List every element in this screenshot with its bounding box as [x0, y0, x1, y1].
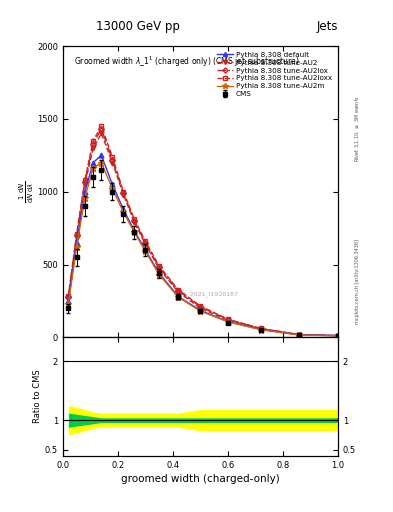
Line: Pythia 8.308 tune-AU2: Pythia 8.308 tune-AU2 — [66, 131, 340, 338]
Pythia 8.308 tune-AU2lox — [110, 157, 115, 163]
Pythia 8.308 tune-AU2loxx — [99, 123, 104, 129]
Y-axis label: $\frac{1}{\mathrm{d}N}\frac{\mathrm{d}N}{\mathrm{d}\lambda}$: $\frac{1}{\mathrm{d}N}\frac{\mathrm{d}N}… — [17, 181, 36, 203]
Pythia 8.308 tune-AU2m — [83, 195, 87, 201]
Pythia 8.308 default — [110, 181, 115, 187]
Pythia 8.308 tune-AU2 — [157, 266, 162, 272]
Pythia 8.308 tune-AU2m — [91, 165, 95, 172]
Pythia 8.308 tune-AU2loxx — [110, 154, 115, 160]
Pythia 8.308 default — [74, 240, 79, 246]
Pythia 8.308 tune-AU2m — [143, 248, 148, 254]
Pythia 8.308 tune-AU2lox — [91, 141, 95, 147]
Pythia 8.308 tune-AU2 — [259, 326, 263, 332]
Pythia 8.308 tune-AU2 — [91, 145, 95, 151]
Pythia 8.308 tune-AU2loxx — [226, 316, 230, 323]
Pythia 8.308 default — [99, 152, 104, 158]
Pythia 8.308 tune-AU2lox — [157, 264, 162, 270]
Line: Pythia 8.308 tune-AU2m: Pythia 8.308 tune-AU2m — [65, 159, 341, 339]
Pythia 8.308 tune-AU2lox — [74, 232, 79, 239]
Pythia 8.308 default — [66, 298, 71, 304]
Y-axis label: Ratio to CMS: Ratio to CMS — [33, 370, 42, 423]
Pythia 8.308 tune-AU2m — [99, 160, 104, 166]
Pythia 8.308 tune-AU2loxx — [157, 263, 162, 269]
Pythia 8.308 tune-AU2m — [336, 333, 340, 339]
Text: Rivet 3.1.10, $\geq$ 3M events: Rivet 3.1.10, $\geq$ 3M events — [354, 94, 362, 162]
Pythia 8.308 tune-AU2m — [226, 319, 230, 325]
Pythia 8.308 tune-AU2lox — [83, 179, 87, 185]
Text: Groomed width $\lambda\_1^1$ (charged only) (CMS jet substructure): Groomed width $\lambda\_1^1$ (charged on… — [74, 55, 300, 69]
Pythia 8.308 tune-AU2m — [198, 308, 203, 314]
Pythia 8.308 tune-AU2 — [198, 305, 203, 311]
Pythia 8.308 default — [91, 160, 95, 166]
Pythia 8.308 tune-AU2lox — [66, 293, 71, 300]
Pythia 8.308 default — [121, 206, 126, 212]
Pythia 8.308 tune-AU2lox — [132, 218, 137, 224]
Pythia 8.308 tune-AU2lox — [226, 316, 230, 323]
Pythia 8.308 tune-AU2loxx — [132, 216, 137, 222]
Pythia 8.308 tune-AU2 — [99, 131, 104, 137]
Pythia 8.308 default — [157, 270, 162, 276]
Pythia 8.308 tune-AU2m — [259, 327, 263, 333]
Pythia 8.308 tune-AU2lox — [176, 288, 181, 294]
Pythia 8.308 tune-AU2 — [66, 295, 71, 301]
Pythia 8.308 tune-AU2loxx — [91, 138, 95, 144]
Pythia 8.308 tune-AU2m — [74, 244, 79, 250]
Line: Pythia 8.308 tune-AU2loxx: Pythia 8.308 tune-AU2loxx — [66, 124, 340, 338]
Pythia 8.308 tune-AU2m — [121, 209, 126, 215]
Pythia 8.308 tune-AU2 — [336, 332, 340, 338]
Pythia 8.308 tune-AU2 — [83, 181, 87, 187]
Pythia 8.308 default — [132, 228, 137, 234]
Pythia 8.308 tune-AU2 — [297, 332, 302, 338]
Text: CMS_2021_I1920187: CMS_2021_I1920187 — [173, 291, 239, 296]
Pythia 8.308 default — [83, 188, 87, 195]
Pythia 8.308 default — [176, 293, 181, 300]
Line: Pythia 8.308 tune-AU2lox: Pythia 8.308 tune-AU2lox — [66, 127, 340, 338]
Pythia 8.308 tune-AU2loxx — [66, 293, 71, 299]
Pythia 8.308 tune-AU2 — [74, 235, 79, 241]
Pythia 8.308 tune-AU2loxx — [198, 303, 203, 309]
Pythia 8.308 tune-AU2 — [132, 219, 137, 225]
Pythia 8.308 tune-AU2loxx — [83, 177, 87, 183]
Legend: Pythia 8.308 default, Pythia 8.308 tune-AU2, Pythia 8.308 tune-AU2lox, Pythia 8.: Pythia 8.308 default, Pythia 8.308 tune-… — [215, 50, 334, 99]
Pythia 8.308 tune-AU2m — [110, 186, 115, 192]
Pythia 8.308 tune-AU2lox — [198, 304, 203, 310]
Pythia 8.308 tune-AU2 — [143, 241, 148, 247]
Pythia 8.308 tune-AU2 — [226, 317, 230, 323]
Pythia 8.308 tune-AU2lox — [143, 240, 148, 246]
Pythia 8.308 tune-AU2lox — [259, 326, 263, 332]
Pythia 8.308 tune-AU2lox — [336, 332, 340, 338]
Line: Pythia 8.308 default: Pythia 8.308 default — [66, 153, 340, 338]
Pythia 8.308 tune-AU2loxx — [259, 326, 263, 332]
Pythia 8.308 default — [198, 307, 203, 313]
Pythia 8.308 tune-AU2loxx — [336, 332, 340, 338]
Pythia 8.308 tune-AU2m — [132, 229, 137, 236]
Pythia 8.308 tune-AU2m — [176, 294, 181, 301]
Pythia 8.308 tune-AU2m — [157, 272, 162, 278]
Pythia 8.308 default — [336, 332, 340, 338]
Pythia 8.308 default — [226, 318, 230, 325]
Pythia 8.308 default — [297, 332, 302, 338]
Text: mcplots.cern.ch [arXiv:1306.3436]: mcplots.cern.ch [arXiv:1306.3436] — [355, 239, 360, 324]
Pythia 8.308 tune-AU2m — [297, 332, 302, 338]
Pythia 8.308 tune-AU2 — [121, 191, 126, 198]
Pythia 8.308 tune-AU2loxx — [176, 287, 181, 293]
Pythia 8.308 tune-AU2loxx — [121, 188, 126, 195]
Pythia 8.308 tune-AU2 — [176, 289, 181, 295]
X-axis label: groomed width (charged-only): groomed width (charged-only) — [121, 474, 280, 484]
Pythia 8.308 tune-AU2loxx — [74, 231, 79, 237]
Pythia 8.308 tune-AU2loxx — [143, 238, 148, 244]
Text: 13000 GeV pp: 13000 GeV pp — [95, 20, 180, 33]
Text: Jets: Jets — [316, 20, 338, 33]
Pythia 8.308 tune-AU2loxx — [297, 331, 302, 337]
Pythia 8.308 tune-AU2m — [66, 301, 71, 307]
Pythia 8.308 tune-AU2lox — [121, 190, 126, 196]
Pythia 8.308 tune-AU2lox — [297, 331, 302, 337]
Pythia 8.308 default — [259, 327, 263, 333]
Pythia 8.308 tune-AU2 — [110, 160, 115, 166]
Pythia 8.308 default — [143, 247, 148, 253]
Pythia 8.308 tune-AU2lox — [99, 126, 104, 132]
